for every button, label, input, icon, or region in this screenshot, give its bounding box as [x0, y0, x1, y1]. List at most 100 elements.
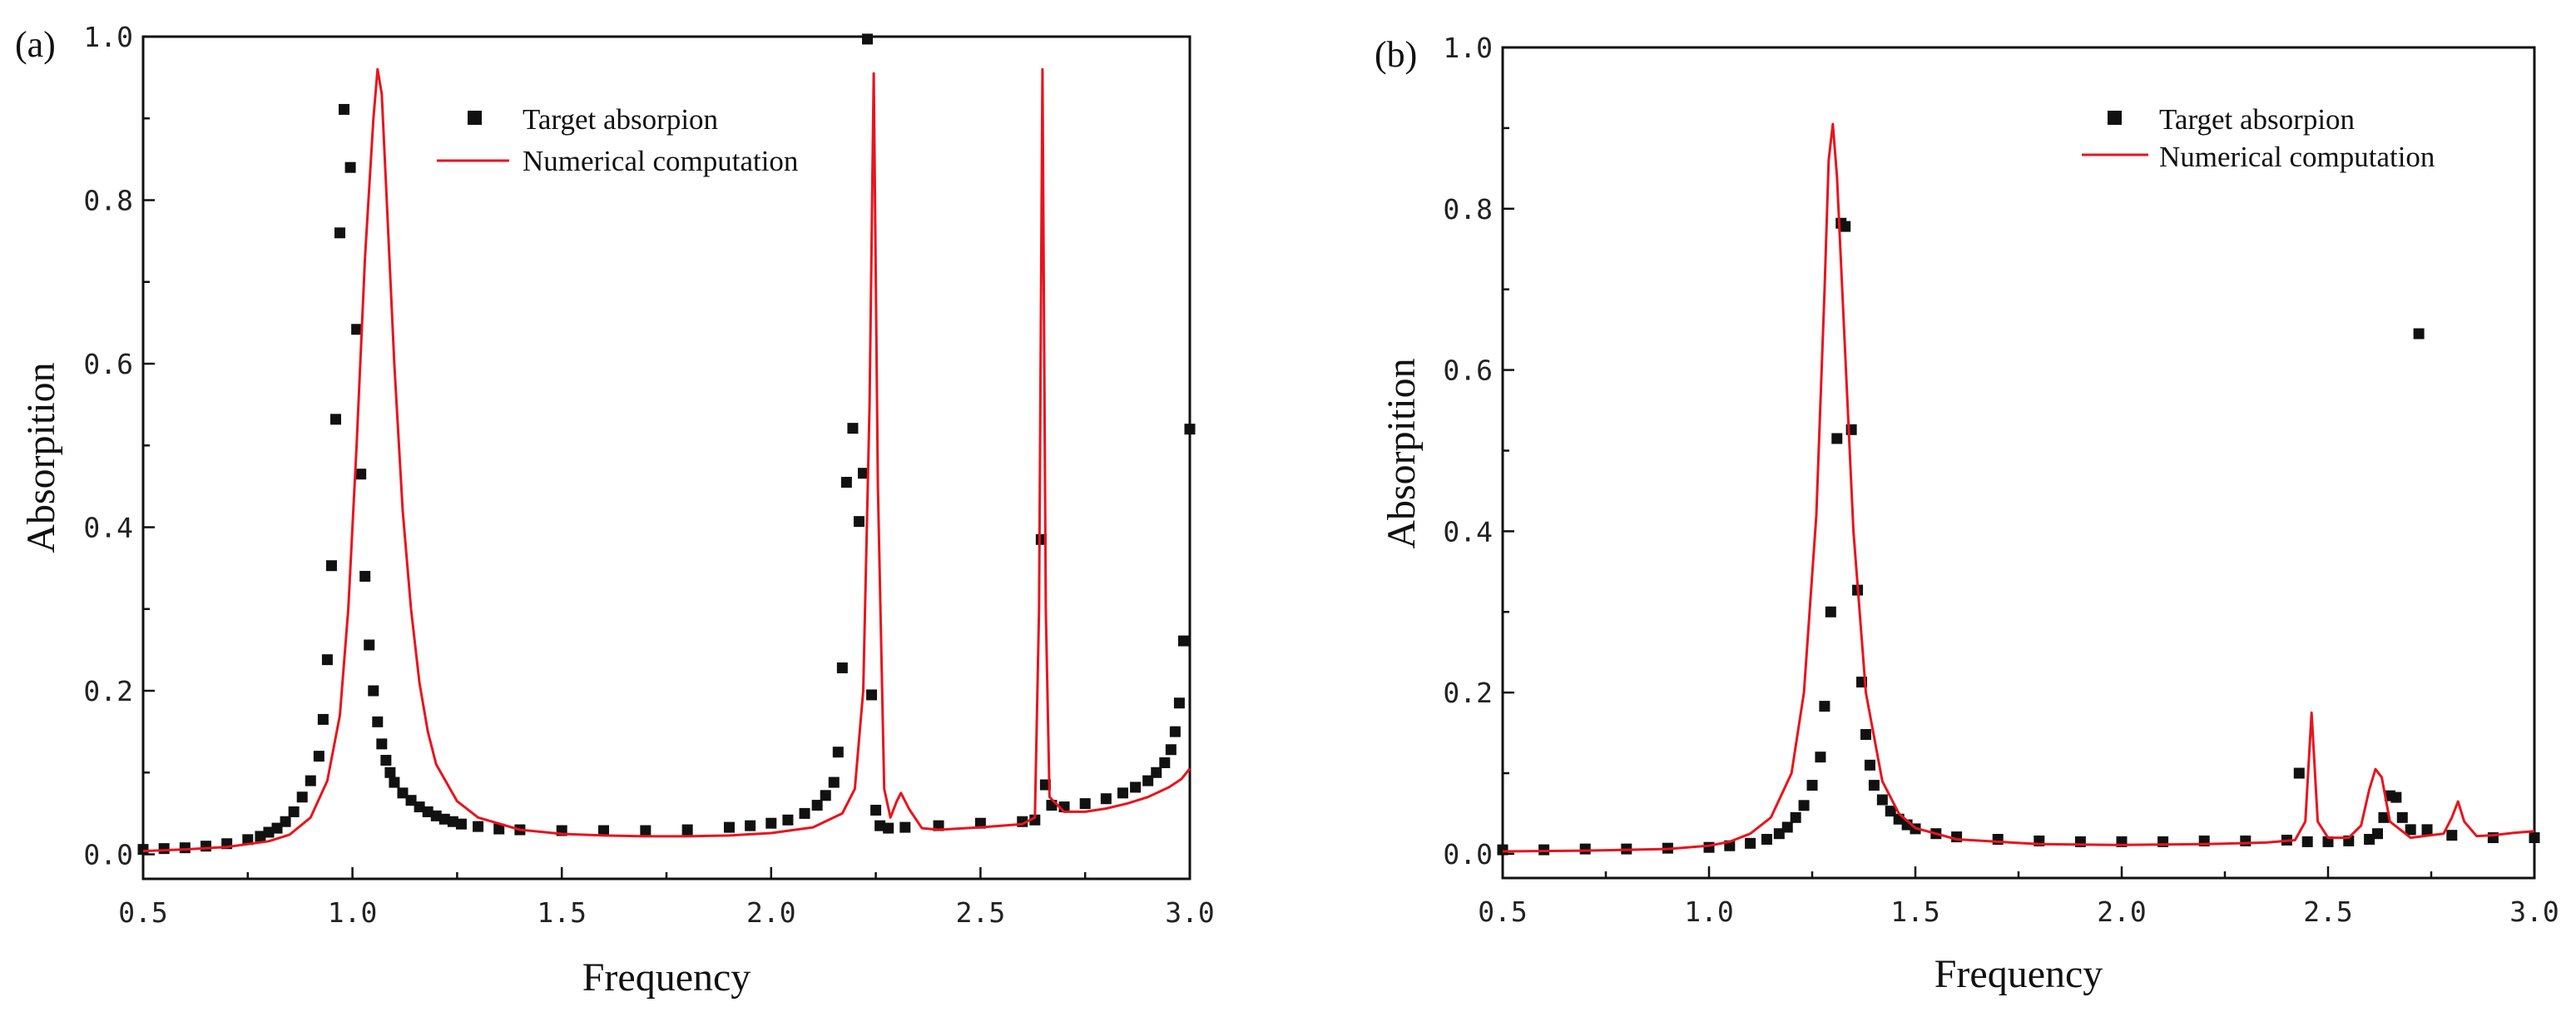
panel-b-y-tick-labels: 0.0 0.2 0.4 0.6 0.8 1.0 [1443, 32, 1493, 871]
panel-b-y-tick-label: 0.6 [1443, 355, 1493, 387]
panel-b-legend-label-numerical: Numerical computation [2159, 141, 2435, 173]
panel-a-target-point [255, 831, 266, 842]
panel-b-target-point [1860, 729, 1871, 741]
panel-b-target-point [2529, 832, 2540, 844]
panel-a-target-point [447, 816, 458, 827]
panel-a-target-point [1184, 424, 1196, 435]
panel-b-x-tick-label: 1.5 [1890, 895, 1940, 928]
panel-a-target-point [397, 787, 409, 799]
panel-b-target-point [1497, 844, 1508, 856]
panel-a-target-point [430, 810, 442, 821]
panel-a-target-point [1142, 775, 1154, 786]
panel-a-target-point [1173, 697, 1185, 709]
panel-a-target-point [372, 716, 384, 727]
panel-a-target-point [137, 844, 149, 856]
panel-a-target-point [368, 685, 379, 697]
panel-a-target-point [380, 755, 392, 766]
panel-a-target-point [280, 816, 291, 827]
panel-a-target-point [874, 820, 886, 831]
panel-b-plot-area [1497, 122, 2540, 856]
panel-a-x-axis-title: Frequency [582, 955, 751, 1000]
panel-a-target-point [334, 227, 346, 239]
panel-b-target-point [2372, 828, 2384, 840]
panel-b-target-point [1831, 433, 1843, 444]
panel-a-target-point [598, 825, 610, 836]
panel-b-target-point [1790, 811, 1801, 823]
panel-a-legend-label-numerical: Numerical computation [523, 145, 798, 177]
panel-b-target-point [1579, 843, 1591, 855]
panel-b-target-point [1825, 606, 1836, 618]
panel-a-target-point [351, 324, 363, 335]
panel-a-target-point [1169, 726, 1181, 737]
panel-a-target-point [1159, 757, 1171, 768]
panel-b-target-point [1876, 794, 1888, 806]
panel-a-y-tick-label: 0.2 [83, 675, 133, 707]
panel-b-target-point [2293, 767, 2305, 779]
panel-b-target-point [1773, 828, 1785, 840]
panel-a-target-point [828, 776, 840, 788]
panel-a-target-point [271, 822, 283, 834]
panel-a-target-point [158, 843, 170, 855]
panel-b-target-point [2421, 824, 2433, 836]
panel-a-target-point [296, 791, 308, 803]
panel-a-target-point [745, 820, 756, 831]
panel-a-target-point [681, 824, 693, 836]
panel-a-x-tick-label: 2.5 [956, 896, 1006, 929]
panel-a-x-tick-label: 1.5 [537, 896, 587, 929]
panel-a-target-point [866, 689, 878, 701]
panel-a-y-tick-label: 0.6 [83, 348, 133, 380]
panel-a-target-point [811, 800, 823, 811]
panel-a-y-ticks [143, 35, 155, 856]
panel-b-legend: Target absorpion Numerical computation [2082, 103, 2435, 173]
panel-a-y-tick-labels: 0.0 0.2 0.4 0.6 0.8 1.0 [83, 21, 133, 871]
panel-a-target-point [317, 713, 329, 725]
panel-b-target-point [1815, 752, 1826, 763]
panel-a-plot-area [137, 33, 1196, 856]
panel-a-target-point [384, 766, 396, 778]
panel-a-target-point [321, 654, 333, 666]
panel-a-target-point [473, 821, 484, 832]
panel-a-target-point [339, 103, 350, 115]
panel-a-target-point [376, 738, 388, 750]
panel-a-target-point [1029, 814, 1041, 826]
panel-b-y-tick-label: 0.8 [1443, 193, 1493, 226]
panel-a-target-point [242, 834, 254, 846]
panel-a-target-point [1177, 635, 1189, 647]
panel-a-target-point [1151, 766, 1162, 778]
panel-b-y-tick-label: 1.0 [1443, 32, 1493, 64]
panel-a-target-point [179, 842, 191, 854]
panel-a-x-tick-label: 1.0 [328, 896, 378, 929]
panel-a-target-point [364, 639, 375, 651]
panel-b-target-point [1864, 759, 1875, 771]
panel-a-target-point [782, 814, 794, 826]
panel-a-target-point [263, 826, 275, 838]
panel-b-target-point [1761, 833, 1772, 845]
panel-a-x-tick-label: 2.0 [746, 896, 796, 929]
panel-a-target-point [405, 795, 417, 806]
panel-b-target-point [2322, 836, 2334, 847]
panel-b-y-axis-title: Absorpition [1380, 358, 1424, 548]
panel-a-x-tick-label: 3.0 [1165, 896, 1215, 929]
panel-a-x-tick-label: 0.5 [118, 896, 168, 929]
panel-b-series-numerical-line [1502, 122, 2535, 853]
panel-a-target-point [765, 817, 777, 829]
panel-a-legend-marker-target [468, 111, 482, 125]
panel-b-target-point [1840, 221, 1851, 232]
panel-b-target-point [1703, 841, 1715, 853]
panel-a-target-point [344, 161, 356, 173]
panel-a-target-point [438, 813, 450, 825]
panel-b-x-tick-label: 1.0 [1684, 895, 1734, 928]
panel-b-y-ticks [1503, 46, 1514, 856]
panel-a-target-point [200, 841, 211, 852]
panel-a-target-point [389, 776, 400, 788]
panel-a-target-point [422, 806, 433, 817]
panel-b-target-point [1745, 837, 1756, 849]
panel-a-target-point [640, 825, 651, 836]
panel-b-legend-label-target: Target absorpion [2159, 103, 2355, 136]
panel-b-target-point [1806, 780, 1818, 791]
panel-a-legend: Target absorpion Numerical computation [437, 103, 798, 177]
panel-a-target-point [359, 570, 371, 582]
panel-b: 0.5 1.0 1.5 2.0 2.5 3.0 0.0 0.2 0.4 0.6 0.8 1.0 (b… [1375, 32, 2559, 996]
panel-b-target-point [2390, 791, 2402, 803]
panel-a-y-tick-label: 0.0 [83, 839, 133, 871]
